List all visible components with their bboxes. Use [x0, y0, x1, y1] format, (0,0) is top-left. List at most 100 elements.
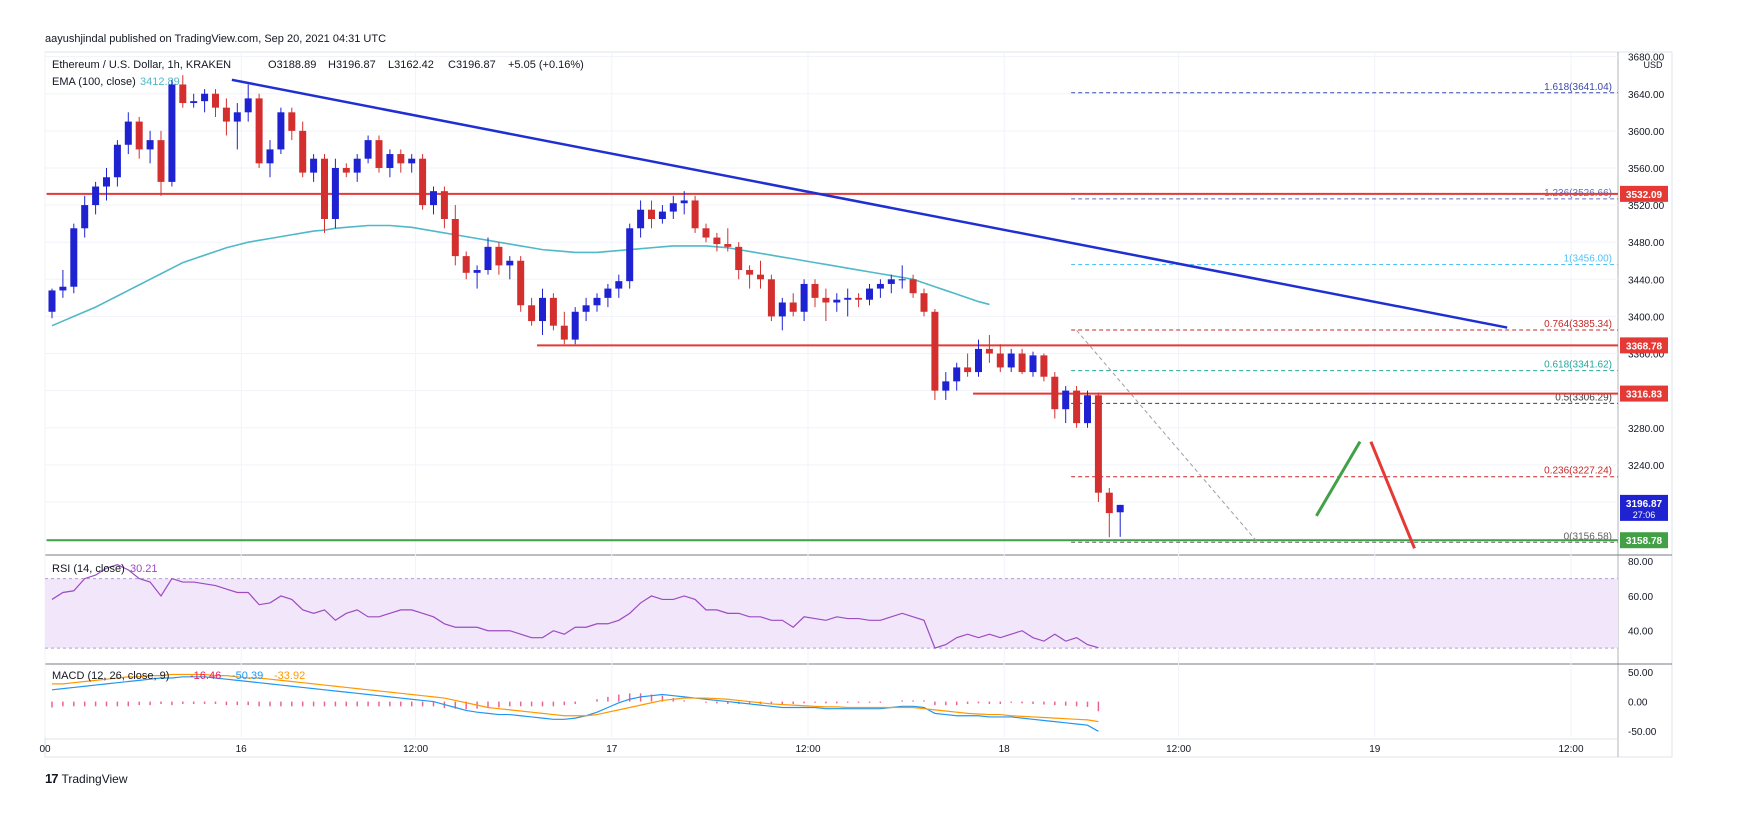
candle-body [233, 112, 241, 122]
descending-trendline [231, 78, 1508, 329]
x-tick-label: 19 [1369, 744, 1381, 755]
rsi-band [45, 578, 1618, 649]
rsi-y-tick: 60.00 [1628, 592, 1653, 603]
candle-body [735, 246, 743, 271]
candle-body [702, 228, 710, 238]
candle-body [855, 297, 863, 300]
candle-body [1105, 492, 1113, 514]
y-tick-label: 3560.00 [1628, 164, 1665, 175]
y-tick-label: 3400.00 [1628, 312, 1665, 323]
macd-value: -16.46 [190, 670, 221, 682]
fib-level-label: 0.618(3341.62) [1544, 360, 1612, 371]
y-tick-label: 3240.00 [1628, 461, 1665, 472]
candle-body [822, 297, 830, 303]
candle-body [473, 270, 481, 273]
macd-y-tick: 0.00 [1628, 698, 1648, 709]
support-line-price-tag [1620, 532, 1668, 549]
candle-body [953, 367, 961, 382]
fib-level-label: 0.764(3385.34) [1544, 319, 1612, 330]
bar-countdown-label: 27:06 [1633, 510, 1656, 520]
ohlc-h: H3196.87 [328, 59, 376, 71]
ohlc-o: O3188.89 [268, 59, 316, 71]
candle-body [244, 98, 252, 113]
candle-body [255, 98, 263, 164]
candle-body [920, 293, 928, 312]
candle-body [462, 256, 470, 273]
candle-body [724, 244, 732, 247]
candle-body [430, 191, 437, 206]
candle-body [277, 112, 285, 150]
y-tick-label: 3640.00 [1628, 90, 1665, 101]
fib-level-label: 0.236(3227.24) [1544, 466, 1612, 477]
candle-body [778, 302, 786, 317]
candle-body [985, 348, 993, 354]
macd-label: MACD (12, 26, close, 9) [52, 670, 169, 682]
currency-badge: USD [1643, 60, 1663, 70]
macd-panel: MACD (12, 26, close, 9) -16.46 -50.39 -33.9… [51, 670, 1100, 732]
fib-level-label: 0.5(3306.29) [1555, 392, 1612, 403]
macd-line [51, 676, 1099, 732]
candle-body [397, 154, 405, 164]
ohlc-c: C3196.87 [448, 59, 496, 71]
candle-body [157, 140, 165, 182]
fib-level-label: 1(3456.00) [1564, 253, 1612, 264]
tradingview-footer[interactable]: 17 TradingView [45, 771, 128, 786]
candle-body [680, 200, 688, 204]
candle-body [887, 279, 895, 284]
candle-body [866, 288, 873, 300]
candle-body [135, 121, 143, 150]
candle-body [844, 297, 852, 300]
candle-body [528, 305, 536, 322]
candle-body [539, 297, 546, 322]
fib-connector-line [1076, 330, 1257, 542]
candle-body [419, 158, 427, 206]
x-tick-label: 12:00 [795, 744, 820, 755]
candle-body [168, 84, 176, 182]
candle-body [713, 237, 721, 245]
candle-body [658, 211, 666, 219]
y-tick-label: 3360.00 [1628, 350, 1665, 361]
candle-body [1073, 390, 1081, 424]
candle-body [103, 177, 110, 187]
resistance-line-price-tag [1620, 337, 1668, 354]
x-tick-label: 17 [606, 744, 618, 755]
candle-body [408, 158, 416, 164]
candle-body [746, 270, 754, 275]
candle-body [212, 93, 219, 108]
resistance-line-price-label: 3532.09 [1626, 190, 1663, 201]
candle-body [615, 281, 623, 289]
rsi-value: 30.21 [130, 563, 158, 575]
x-tick-label: 12:00 [1166, 744, 1191, 755]
candle-body [331, 167, 339, 219]
candle-body [811, 283, 819, 298]
candle-body [517, 260, 525, 306]
candle-body [81, 205, 89, 229]
candle-body [59, 286, 67, 291]
rsi-panel: RSI (14, close) 30.21 [45, 563, 1618, 649]
candle-body [1040, 355, 1048, 377]
candle-body [1051, 376, 1059, 410]
candle-body [299, 130, 307, 173]
candle-body [800, 283, 808, 312]
x-tick-label: 00 [39, 744, 51, 755]
candle-body [593, 297, 601, 306]
candle-body [1094, 395, 1102, 493]
ohlc-chg: +5.05 (+0.16%) [508, 59, 584, 71]
last-price-label: 3196.87 [1626, 499, 1663, 510]
candle-body [179, 84, 187, 104]
candle-body [440, 191, 448, 219]
candle-body [364, 140, 372, 159]
fib-level-label: 0(3156.58) [1564, 531, 1612, 542]
candle-body [1116, 504, 1124, 513]
candle-body [767, 279, 775, 317]
macd-value: -33.92 [274, 670, 305, 682]
macd-y-tick: 50.00 [1628, 668, 1653, 679]
candle-body [898, 279, 906, 281]
rsi-y-tick: 80.00 [1628, 557, 1653, 568]
x-tick-label: 18 [999, 744, 1011, 755]
ema-line [51, 224, 990, 327]
resistance-line-price-tag [1620, 185, 1668, 202]
resistance-line-price-label: 3316.83 [1626, 390, 1663, 401]
candle-body [1029, 355, 1037, 373]
